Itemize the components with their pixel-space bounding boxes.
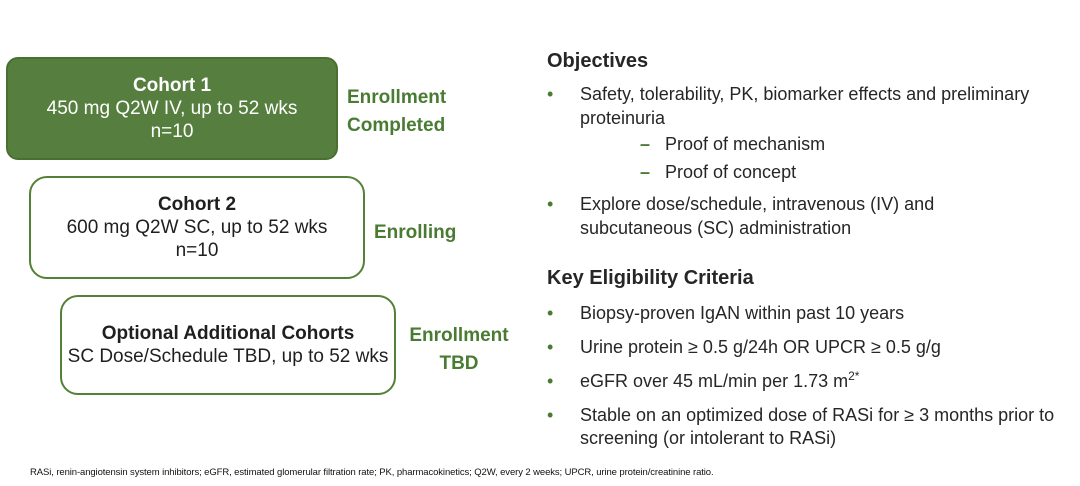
eligibility-bullet-4-text: Stable on an optimized dose of RASi for … (580, 405, 1055, 448)
objective-bullet-1-text: Safety, tolerability, PK, biomarker effe… (580, 84, 1030, 128)
eligibility-bullet-4: Stable on an optimized dose of RASi for … (547, 401, 1070, 450)
optional-cohorts-title: Optional Additional Cohorts (101, 323, 355, 344)
eligibility-bullet-3-text: eGFR over 45 mL/min per 1.73 m2* (580, 370, 1070, 393)
objective-sub-bullet-2-text: Proof of concept (665, 162, 797, 182)
dash-icon (640, 130, 665, 158)
eligibility-bullet-2: Urine protein ≥ 0.5 g/24h OR UPCR ≥ 0.5 … (547, 333, 1070, 359)
egfr-text: eGFR over 45 mL/min per 1.73 m (580, 371, 849, 391)
optional-cohorts-box: Optional Additional Cohorts SC Dose/Sche… (60, 295, 396, 395)
cohort-2-title: Cohort 2 (157, 194, 237, 215)
cohort-1-box: Cohort 1 450 mg Q2W IV, up to 52 wks n=1… (6, 57, 338, 160)
objective-sub-bullet-1: Proof of mechanism (547, 130, 1070, 158)
optional-cohorts-dose: SC Dose/Schedule TBD, up to 52 wks (67, 346, 389, 367)
objective-sub-bullet-1-text: Proof of mechanism (665, 134, 826, 154)
cohort-1-n: n=10 (150, 121, 194, 142)
objective-bullet-1: Safety, tolerability, PK, biomarker effe… (547, 82, 1070, 130)
objective-sub-bullet-2: Proof of concept (547, 158, 1070, 186)
optional-cohorts-status: Enrollment TBD (409, 325, 509, 374)
eligibility-heading: Key Eligibility Criteria (547, 267, 754, 289)
eligibility-bullet-1: Biopsy-proven IgAN within past 10 years (547, 299, 1070, 325)
cohort-1-dose: 450 mg Q2W IV, up to 52 wks (46, 98, 298, 119)
bullet-icon (547, 82, 580, 106)
dash-icon (640, 158, 665, 186)
cohort-1-title: Cohort 1 (132, 75, 212, 96)
bullet-icon (547, 192, 580, 216)
bullet-icon (547, 336, 580, 359)
cohort-2-n: n=10 (175, 240, 219, 261)
objective-bullet-2-text: Explore dose/schedule, intravenous (IV) … (580, 194, 935, 238)
eligibility-bullet-2-text: Urine protein ≥ 0.5 g/24h OR UPCR ≥ 0.5 … (580, 337, 941, 357)
cohort-2-box: Cohort 2 600 mg Q2W SC, up to 52 wks n=1… (29, 176, 365, 279)
bullet-icon (547, 404, 580, 427)
objectives-heading: Objectives (547, 50, 649, 72)
bullet-icon (547, 302, 580, 325)
cohort-2-dose: 600 mg Q2W SC, up to 52 wks (66, 217, 328, 238)
footnote: RASi, renin-angiotensin system inhibitor… (30, 467, 714, 478)
eligibility-bullet-3: eGFR over 45 mL/min per 1.73 m2* (547, 367, 1070, 393)
cohort-2-status: Enrolling (374, 222, 457, 243)
objective-bullet-2: Explore dose/schedule, intravenous (IV) … (547, 192, 1070, 240)
eligibility-bullet-1-text: Biopsy-proven IgAN within past 10 years (580, 303, 905, 323)
right-content: Objectives Safety, tolerability, PK, bio… (547, 48, 1070, 450)
bullet-icon (547, 370, 580, 393)
cohort-1-status: Enrollment Completed (347, 87, 447, 136)
egfr-superscript: 2* (848, 369, 860, 383)
